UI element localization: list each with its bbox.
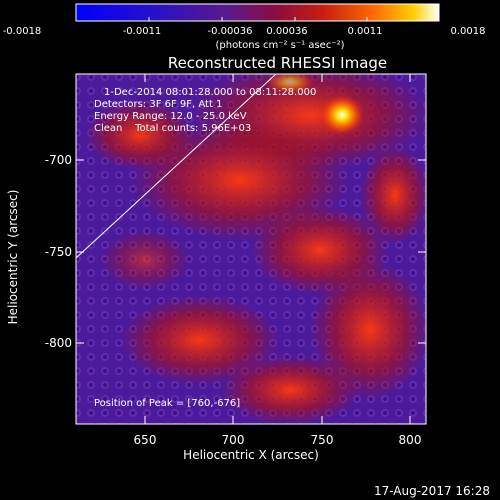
colorbar-tick-label: -0.0018 <box>2 26 42 37</box>
info-clean-counts: Clean Total counts: 5.96E+03 <box>94 123 252 134</box>
y-tick-label: -800 <box>44 336 72 350</box>
x-axis-label: Heliocentric X (arcsec) <box>183 448 319 462</box>
peak-position: Position of Peak = [760,-676] <box>94 398 241 409</box>
x-tick-label: 800 <box>398 433 422 447</box>
colorbar-unit: (photons cm⁻² s⁻¹ asec⁻²) <box>215 40 345 51</box>
info-energy-range: Energy Range: 12.0 - 25.0 keV <box>94 111 247 122</box>
colorbar-tick-label: -0.0011 <box>122 26 162 37</box>
colorbar-tick-label: 0.00036 <box>266 26 308 37</box>
x-tick-label: 650 <box>133 433 157 447</box>
info-time-range: 1-Dec-2014 08:01:28.000 to 08:11:28.000 <box>104 87 317 98</box>
x-axis-ticks <box>144 74 411 424</box>
image-pixels <box>76 74 426 424</box>
x-tick-label: 750 <box>310 433 334 447</box>
colorbar-tick-label: -0.00036 <box>207 26 253 37</box>
info-detectors: Detectors: 3F 6F 9F, Att 1 <box>94 99 223 110</box>
y-axis-ticks <box>76 159 426 344</box>
y-axis-label: Heliocentric Y (arcsec) <box>6 189 20 325</box>
page-title: Reconstructed RHESSI Image <box>167 54 388 72</box>
colorbar-tick-label: 0.0011 <box>347 26 383 37</box>
y-tick-label: -750 <box>44 245 72 259</box>
colorbar <box>75 3 440 22</box>
timestamp-footer: 17-Aug-2017 16:28 <box>373 484 490 498</box>
y-tick-label: -700 <box>44 153 72 167</box>
x-tick-label: 700 <box>221 433 245 447</box>
colorbar-tick-label: 0.0018 <box>450 26 486 37</box>
